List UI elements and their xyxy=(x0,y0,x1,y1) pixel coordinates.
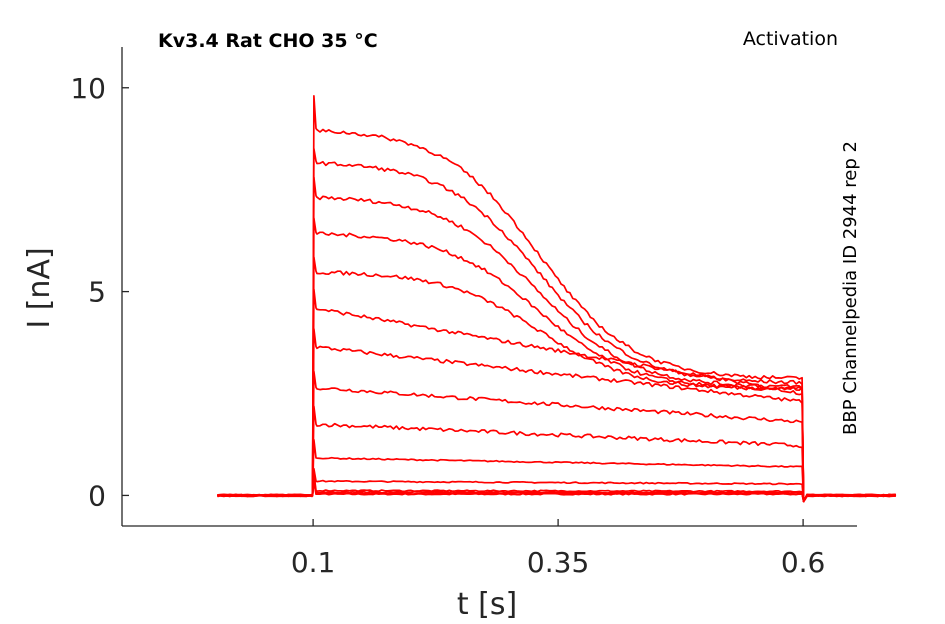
x-tick-label: 0.1 xyxy=(291,546,336,579)
chart-title: Kv3.4 Rat CHO 35 °C xyxy=(158,30,378,52)
current-trace xyxy=(217,288,897,503)
current-trace xyxy=(217,256,897,503)
y-axis-ticks: 0 5 10 xyxy=(70,72,129,512)
y-tick-label: 5 xyxy=(88,276,106,309)
current-trace xyxy=(217,147,897,503)
y-axis-label: I [nA] xyxy=(22,247,57,328)
current-trace xyxy=(217,472,897,503)
y-tick-label: 10 xyxy=(70,72,106,105)
channelpedia-id-label: BBP Channelpedia ID 2944 rep 2 xyxy=(840,141,861,435)
x-tick-label: 0.6 xyxy=(781,546,826,579)
x-axis-label: t [s] xyxy=(457,587,517,622)
x-axis-ticks: 0.1 0.35 0.6 xyxy=(291,519,826,579)
current-trace xyxy=(217,370,897,503)
protocol-label: Activation xyxy=(743,28,838,50)
x-tick-label: 0.35 xyxy=(527,546,589,579)
current-trace xyxy=(217,472,897,503)
current-traces xyxy=(217,95,897,503)
current-trace xyxy=(217,176,897,503)
current-trace xyxy=(217,467,897,503)
current-trace xyxy=(217,328,897,503)
current-trace xyxy=(217,95,897,503)
current-trace xyxy=(217,438,897,503)
current-trace xyxy=(217,405,897,503)
y-tick-label: 0 xyxy=(88,479,106,512)
current-trace xyxy=(217,217,897,503)
